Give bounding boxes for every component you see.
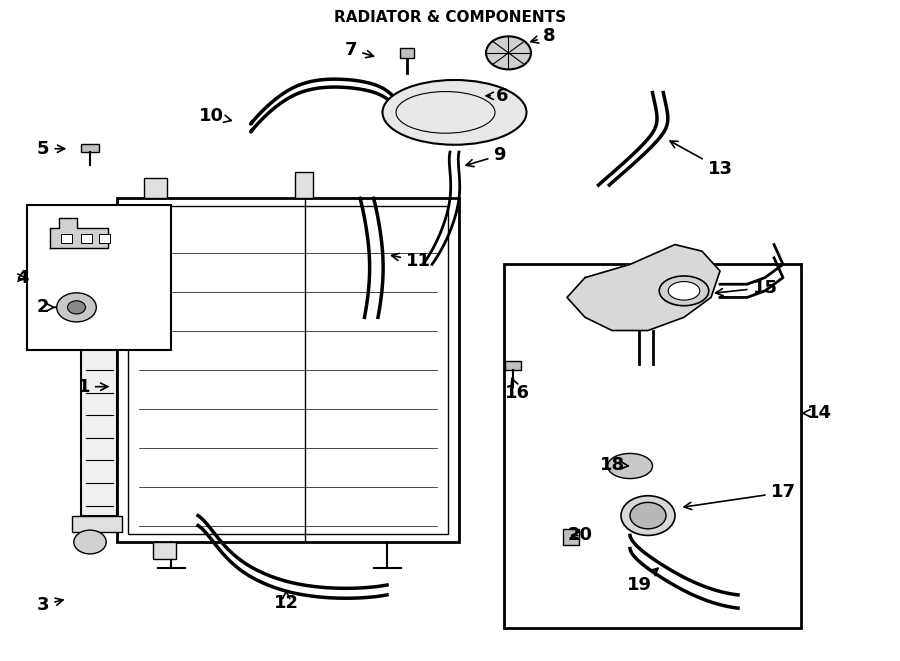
Text: 3: 3 — [37, 596, 63, 614]
Bar — [504, 264, 801, 628]
Text: 7: 7 — [345, 40, 373, 59]
Text: 6: 6 — [486, 87, 508, 105]
Bar — [562, 529, 579, 545]
Ellipse shape — [630, 502, 666, 529]
Bar — [400, 48, 414, 58]
Bar — [81, 225, 117, 516]
Text: 15: 15 — [716, 278, 778, 297]
Text: 8: 8 — [531, 27, 555, 46]
Circle shape — [57, 293, 96, 322]
Text: 18: 18 — [599, 455, 628, 474]
Text: 4: 4 — [16, 268, 29, 287]
Bar — [81, 144, 99, 152]
Bar — [128, 206, 448, 534]
Bar — [27, 205, 171, 350]
Text: 14: 14 — [803, 404, 832, 422]
Ellipse shape — [608, 453, 652, 479]
Text: 19: 19 — [626, 568, 658, 594]
Bar — [153, 542, 176, 559]
Bar — [99, 234, 110, 243]
Text: 17: 17 — [684, 483, 796, 510]
Ellipse shape — [659, 276, 709, 305]
Text: 16: 16 — [505, 378, 530, 403]
Text: 13: 13 — [670, 141, 733, 178]
Bar — [117, 198, 459, 542]
Circle shape — [68, 301, 86, 314]
Ellipse shape — [621, 496, 675, 535]
Bar — [144, 178, 166, 198]
Text: 12: 12 — [274, 591, 299, 612]
Text: 2: 2 — [37, 298, 55, 317]
Bar — [505, 361, 521, 370]
Text: 9: 9 — [466, 146, 506, 167]
Ellipse shape — [668, 282, 700, 300]
Text: 20: 20 — [568, 526, 593, 545]
Bar — [295, 172, 313, 198]
Text: RADIATOR & COMPONENTS: RADIATOR & COMPONENTS — [334, 10, 566, 25]
Text: 1: 1 — [77, 377, 108, 396]
Polygon shape — [50, 218, 108, 248]
Text: 5: 5 — [37, 139, 65, 158]
Bar — [61, 234, 72, 243]
Bar — [72, 516, 122, 532]
Ellipse shape — [382, 80, 526, 145]
Circle shape — [486, 36, 531, 69]
Circle shape — [74, 530, 106, 554]
Text: 11: 11 — [392, 252, 431, 270]
Text: 10: 10 — [199, 106, 231, 125]
Polygon shape — [567, 245, 720, 330]
Bar — [81, 234, 92, 243]
